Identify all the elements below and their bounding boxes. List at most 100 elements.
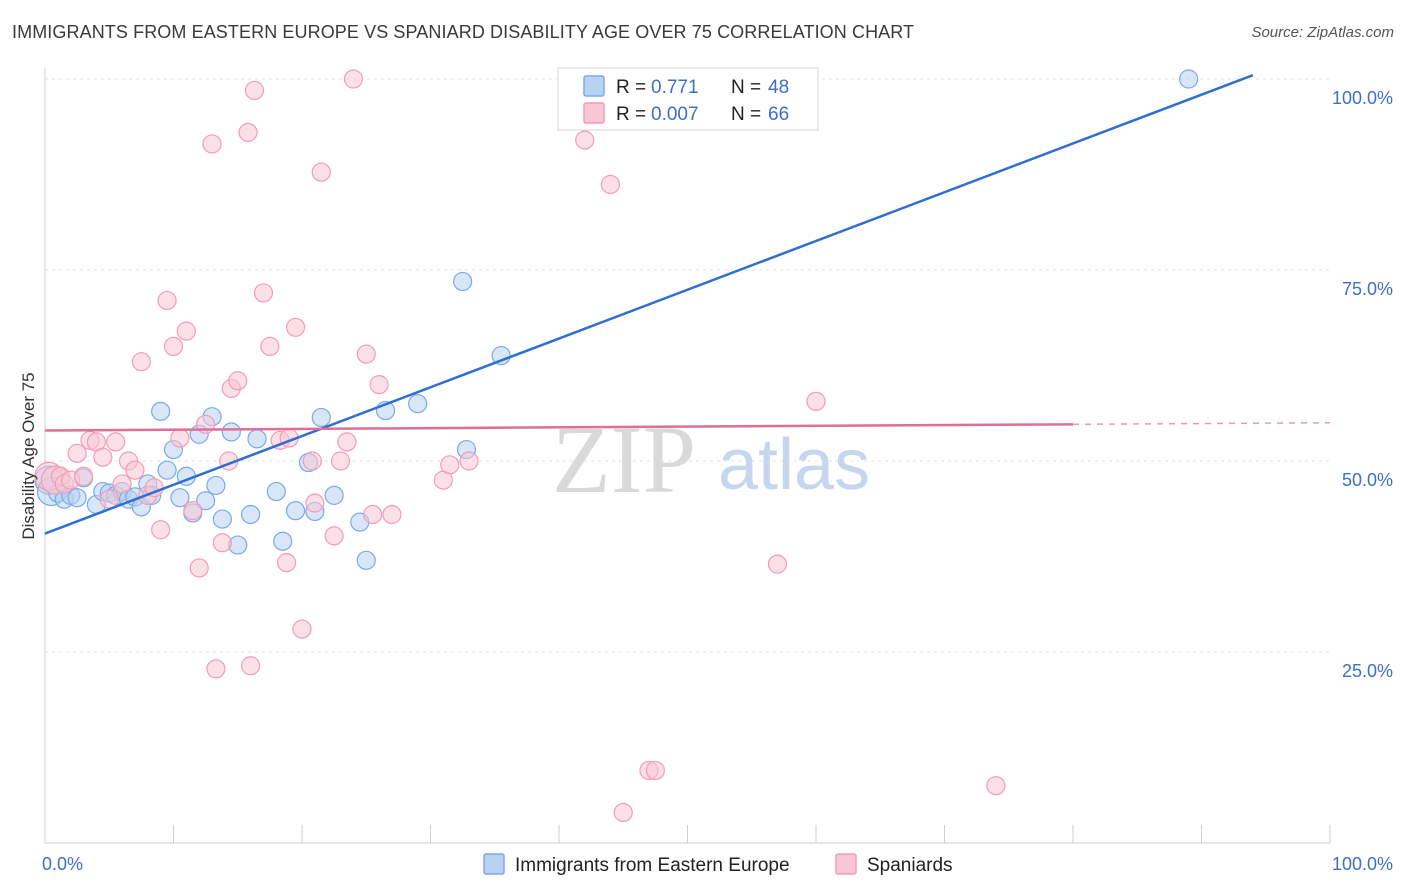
data-point (356, 550, 376, 570)
data-point (986, 776, 1006, 796)
data-point (337, 432, 357, 452)
data-point (806, 391, 826, 412)
y-axis-label: Disability Age Over 75 (19, 372, 38, 539)
trend-line-extension-1 (1072, 422, 1331, 426)
x-tick-label-0: 0.0% (42, 854, 83, 874)
y-tick-label-75: 75.0% (1342, 279, 1393, 299)
data-point (157, 460, 177, 480)
data-point (292, 619, 312, 639)
data-point (285, 501, 306, 521)
data-point (273, 531, 293, 551)
data-point (253, 283, 274, 303)
data-point (260, 336, 280, 356)
data-point (67, 443, 87, 463)
data-point (276, 553, 297, 573)
chart-source: Source: ZipAtlas.com (1251, 24, 1394, 41)
series-legend-swatch-spaniards[interactable] (835, 853, 857, 875)
legend-n-label-0: N = (731, 77, 761, 98)
data-point (67, 488, 87, 508)
data-point (221, 422, 241, 442)
data-point (645, 760, 665, 781)
data-point (73, 466, 94, 486)
series-legend-label-spaniards[interactable]: Spaniards (867, 855, 953, 876)
data-point (330, 451, 351, 471)
legend-r-value-1: 0.007 (651, 104, 699, 125)
data-point (363, 504, 383, 525)
data-point (238, 122, 258, 143)
data-point (212, 533, 232, 553)
data-point (151, 520, 171, 540)
data-point (170, 428, 190, 448)
data-point (206, 475, 226, 496)
data-point (151, 401, 171, 421)
data-point (343, 69, 363, 89)
trend-line-1 (44, 423, 1074, 432)
data-point (266, 481, 286, 502)
data-point (196, 491, 216, 511)
y-tick-label-50: 50.0% (1342, 470, 1393, 490)
data-point (302, 451, 322, 471)
data-point (202, 134, 222, 154)
data-point (408, 394, 428, 414)
watermark-zip: ZIP (552, 406, 696, 513)
legend-r-label-1: R = (616, 104, 646, 125)
data-point (183, 501, 203, 521)
legend-r-value-0: 0.771 (651, 77, 699, 98)
data-point (241, 656, 261, 676)
data-point (575, 130, 595, 150)
data-point (212, 509, 232, 529)
y-tick-label-25: 25.0% (1342, 661, 1393, 681)
x-tick-label-100: 100.0% (1332, 854, 1393, 874)
data-point (189, 558, 209, 578)
data-point (170, 488, 190, 508)
data-point (285, 317, 306, 337)
y-tick-label-100: 100.0% (1332, 88, 1393, 108)
data-point (311, 162, 331, 182)
data-point (106, 432, 126, 452)
trend-lines (44, 74, 1331, 535)
data-point (613, 802, 633, 823)
data-point (440, 455, 460, 475)
data-point (93, 447, 113, 467)
chart-title: IMMIGRANTS FROM EASTERN EUROPE VS SPANIA… (12, 22, 915, 42)
legend-swatch-eastern-europe (583, 75, 605, 97)
data-point (112, 474, 132, 494)
gridlines (45, 78, 1330, 653)
data-point (228, 371, 248, 391)
data-point (125, 460, 145, 480)
data-point (157, 290, 177, 311)
data-point (247, 429, 267, 449)
data-point (324, 526, 344, 546)
legend-swatch-spaniards (583, 102, 605, 124)
legend-r-label-0: R = (616, 77, 646, 98)
watermark-atlas: atlas (718, 425, 870, 505)
data-point (356, 344, 376, 364)
stats-legend: R = 0.771 N = 48 R = 0.007 N = 66 (557, 67, 819, 131)
data-point (382, 504, 402, 525)
data-point (305, 493, 325, 513)
trend-line-0 (44, 74, 1254, 535)
data-point (163, 336, 184, 356)
legend-n-value-0: 48 (768, 77, 789, 98)
legend-n-value-1: 66 (768, 104, 789, 125)
data-point (324, 485, 344, 505)
data-point (453, 271, 473, 292)
series-legend: Immigrants from Eastern Europe Spaniards (483, 853, 953, 876)
watermark: ZIP atlas (552, 406, 870, 513)
data-point (206, 659, 226, 679)
data-point (767, 554, 788, 574)
data-point (176, 321, 196, 341)
data-point (131, 352, 151, 372)
series-legend-label-eastern-europe[interactable]: Immigrants from Eastern Europe (515, 855, 790, 876)
data-point (241, 504, 261, 525)
data-point (311, 407, 331, 428)
data-point (1179, 69, 1199, 89)
data-point (600, 174, 621, 195)
data-point (369, 375, 389, 395)
x-tick-marks (44, 825, 1331, 843)
series-legend-swatch-eastern-europe[interactable] (483, 853, 505, 875)
data-point (244, 80, 265, 101)
legend-n-label-1: N = (731, 104, 761, 125)
data-point (459, 451, 479, 471)
